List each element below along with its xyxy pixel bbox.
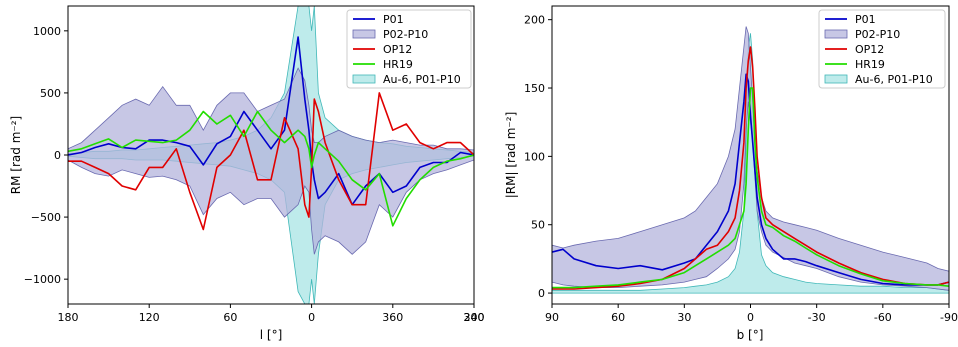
series-line-p01 — [68, 36, 474, 206]
legend-swatch — [352, 74, 376, 84]
series-band-p02-p10 — [68, 67, 474, 255]
x-tick-label: -90 — [940, 311, 958, 324]
legend-label: P01 — [855, 13, 876, 26]
x-tick-label: 180 — [58, 311, 79, 324]
x-tick-label: 60 — [611, 311, 625, 324]
y-tick-label: 200 — [524, 14, 545, 27]
y-tick-label: 1000 — [33, 25, 61, 38]
legend-label: HR19 — [855, 58, 885, 71]
rm-latitude-chart: 90 60 30 0 -30 -60 -90 0 50 100 150 200 |RM| [rad m… — [504, 5, 958, 342]
legend: P01 P02-P10 OP12 HR19 Au-6, P01-P10 — [346, 9, 472, 89]
x-tick-label: -60 — [874, 311, 892, 324]
legend-label: P02-P10 — [855, 28, 900, 41]
x-tick-label: 30 — [677, 311, 691, 324]
y-tick-label: 0 — [54, 149, 61, 162]
legend-swatch — [824, 29, 848, 39]
axis-ticks: 90 60 30 0 -30 -60 -90 0 50 100 150 200 — [524, 14, 958, 324]
y-tick-label: 100 — [524, 150, 545, 163]
x-tick-label: -30 — [808, 311, 826, 324]
x-tick-label: 360 — [382, 311, 403, 324]
y-tick-label: 150 — [524, 82, 545, 95]
x-tick-label: 60 — [223, 311, 237, 324]
legend-label: OP12 — [383, 43, 412, 56]
x-axis-label: b [°] — [737, 328, 764, 342]
x-tick-label: 120 — [139, 311, 160, 324]
legend-label: HR19 — [383, 58, 413, 71]
y-tick-label: −1000 — [24, 273, 61, 286]
x-tick-label: 90 — [545, 311, 559, 324]
legend-swatch — [352, 29, 376, 39]
x-tick-label: 300 — [464, 311, 485, 324]
x-tick-label: 240 — [464, 311, 485, 324]
series-line-op12 — [68, 92, 474, 231]
plot-area — [68, 6, 474, 304]
y-axis-label: RM [rad m⁻²] — [9, 116, 23, 194]
y-axis-label: |RM| [rad m⁻²] — [504, 112, 518, 199]
x-tick-label: 0 — [308, 311, 315, 324]
x-axis-label: l [°] — [260, 328, 283, 342]
legend-label: P02-P10 — [383, 28, 428, 41]
legend-label: P01 — [383, 13, 404, 26]
y-tick-label: 50 — [531, 219, 545, 232]
legend-label: OP12 — [855, 43, 884, 56]
series-line-hr19 — [552, 87, 949, 289]
series-line-p01 — [552, 73, 949, 286]
y-tick-label: 500 — [40, 87, 61, 100]
y-tick-label: 0 — [538, 287, 545, 300]
legend-label: Au-6, P01-P10 — [855, 73, 933, 86]
y-tick-label: −500 — [31, 211, 61, 224]
series-line-hr19 — [68, 110, 474, 227]
x-tick-label: 0 — [747, 311, 754, 324]
legend-swatch — [824, 74, 848, 84]
plot-area — [552, 26, 949, 294]
legend-box — [346, 9, 472, 89]
series-band-au-6-p01-p10 — [552, 33, 949, 294]
legend: P01 P02-P10 OP12 HR19 Au-6, P01-P10 — [818, 9, 946, 89]
legend-label: Au-6, P01-P10 — [383, 73, 461, 86]
legend-box — [818, 9, 946, 89]
